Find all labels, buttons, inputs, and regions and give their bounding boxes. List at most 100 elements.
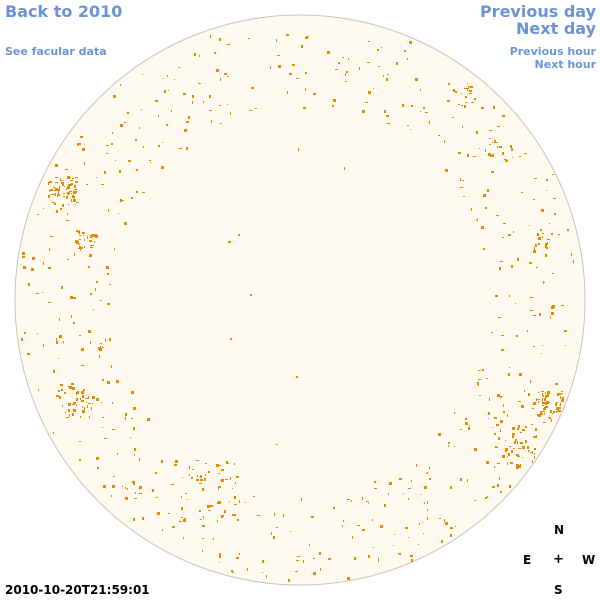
facula-speck — [467, 154, 469, 157]
facula-speck — [53, 432, 54, 434]
next-day-link[interactable]: Next day — [516, 19, 596, 38]
facula-speck — [202, 488, 204, 491]
facula-speck — [53, 370, 55, 373]
facula-speck — [82, 232, 85, 234]
facula-speck — [66, 196, 68, 199]
facula-speck — [67, 192, 70, 194]
facula-speck — [87, 236, 88, 239]
facula-speck — [465, 102, 467, 103]
facula-speck — [502, 237, 504, 238]
facula-speck — [113, 95, 116, 98]
facula-speck — [236, 557, 239, 559]
facula-speck — [494, 142, 497, 143]
facula-speck — [338, 62, 340, 64]
facula-speck — [102, 417, 104, 418]
facula-speck — [535, 428, 537, 431]
facula-speck — [38, 389, 39, 391]
facula-speck — [410, 555, 413, 557]
back-to-year-link[interactable]: Back to 2010 — [5, 2, 123, 21]
facula-speck — [122, 486, 123, 487]
facula-speck — [271, 532, 272, 535]
facula-speck — [359, 67, 360, 70]
facula-speck — [80, 248, 81, 251]
compass-south: S — [554, 583, 563, 597]
facula-speck — [534, 247, 535, 250]
facula-speck — [469, 86, 471, 87]
facula-speck — [203, 101, 204, 103]
facula-speck — [471, 208, 472, 211]
facula-speck — [520, 442, 523, 444]
facula-speck — [69, 191, 72, 192]
facula-speck — [199, 55, 200, 57]
facula-speck — [217, 520, 218, 522]
facula-speck — [120, 84, 121, 86]
facula-speck — [468, 427, 470, 430]
previous-hour-link[interactable]: Previous hour — [509, 45, 596, 58]
facula-speck — [444, 140, 445, 143]
facula-speck — [496, 215, 499, 216]
facula-speck — [467, 83, 468, 84]
facula-speck — [489, 138, 491, 139]
facula-speck — [219, 465, 221, 466]
facula-speck — [229, 501, 230, 502]
facula-speck — [276, 444, 278, 445]
facula-speck — [471, 102, 474, 103]
previous-day-link[interactable]: Previous day — [479, 2, 596, 21]
facula-speck — [114, 248, 115, 250]
facula-speck — [56, 338, 57, 341]
facula-speck — [56, 395, 59, 397]
facula-speck — [139, 127, 140, 129]
facula-speck — [373, 547, 374, 548]
facula-speck — [511, 148, 513, 151]
facula-speck — [189, 474, 190, 476]
facula-speck — [162, 529, 163, 531]
facula-speck — [464, 88, 467, 89]
facula-speck — [23, 266, 26, 269]
facula-speck — [546, 179, 548, 181]
facula-speck — [547, 391, 550, 394]
facula-speck — [510, 462, 513, 464]
facula-speck — [462, 126, 463, 128]
facula-speck — [63, 193, 65, 194]
facula-speck — [496, 424, 499, 426]
facula-speck — [495, 446, 497, 447]
facula-speck — [488, 153, 491, 156]
facula-speck — [407, 125, 409, 126]
facula-speck — [58, 390, 60, 392]
facula-speck — [521, 405, 524, 408]
facula-speck — [55, 188, 58, 191]
facula-speck — [68, 403, 71, 406]
facula-speck — [82, 410, 85, 413]
facula-speck — [59, 335, 62, 338]
facula-speck — [551, 312, 554, 315]
facula-speck — [234, 463, 235, 465]
next-hour-link[interactable]: Next hour — [534, 58, 597, 71]
facula-speck — [166, 124, 168, 126]
facula-speck — [548, 417, 549, 418]
facula-speck — [534, 448, 536, 450]
see-facular-data-link[interactable]: See facular data — [5, 45, 107, 58]
facula-speck — [73, 322, 75, 324]
facula-speck — [550, 316, 551, 319]
facula-speck — [335, 69, 338, 70]
facula-speck — [544, 407, 545, 408]
facula-speck — [487, 189, 489, 192]
facula-speck — [81, 365, 84, 366]
facula-speck — [311, 516, 314, 518]
facula-speck — [536, 398, 537, 401]
facula-speck — [72, 197, 73, 198]
facula-speck — [516, 454, 519, 456]
facula-speck — [56, 210, 58, 213]
facula-speck — [142, 74, 143, 75]
facula-speck — [156, 497, 158, 498]
facula-speck — [347, 499, 350, 500]
facula-speck — [351, 500, 352, 502]
facula-speck — [547, 242, 548, 243]
facula-speck — [554, 213, 556, 215]
facula-speck — [155, 100, 158, 102]
facula-speck — [404, 50, 406, 52]
facula-speck — [352, 536, 353, 539]
facula-speck — [68, 204, 69, 205]
facula-speck — [103, 485, 106, 488]
facula-speck — [171, 110, 172, 112]
